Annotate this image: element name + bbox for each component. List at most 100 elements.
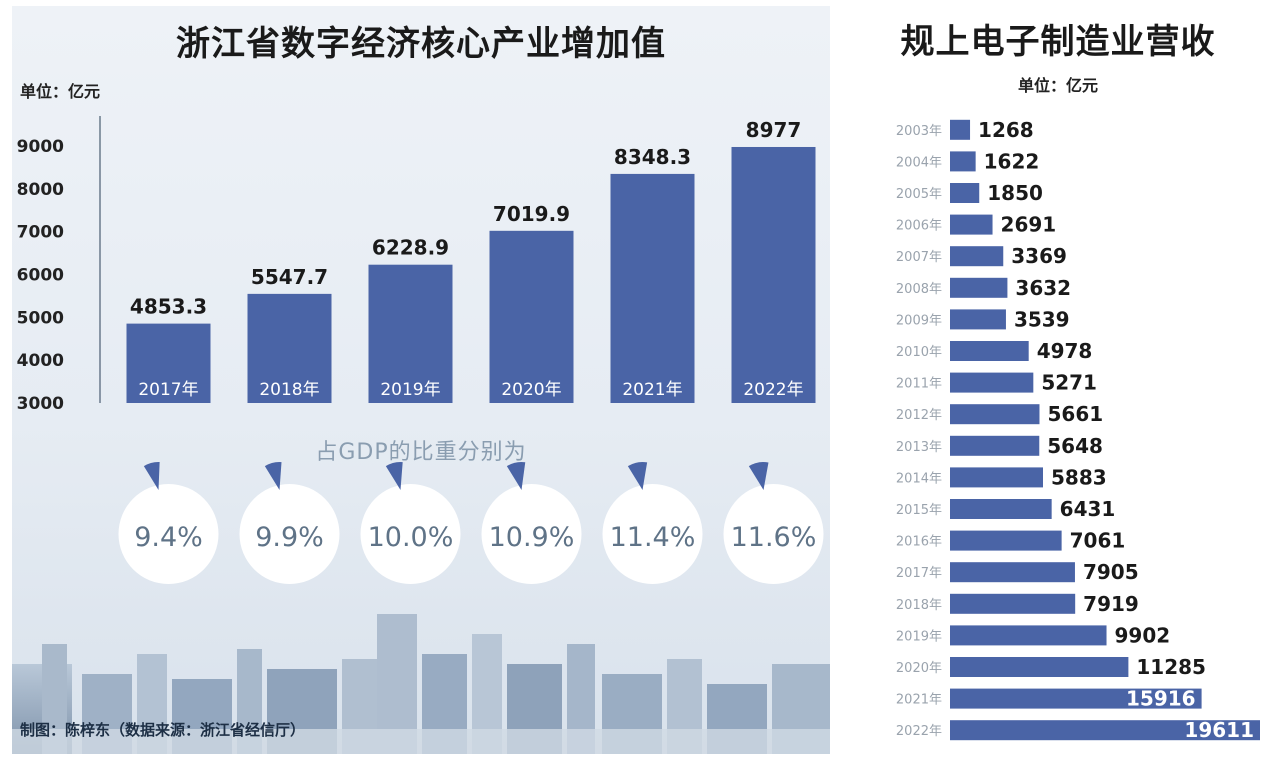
bar-value-label: 8977 bbox=[746, 118, 802, 142]
bar bbox=[950, 309, 1006, 330]
bar bbox=[950, 214, 993, 235]
bar bbox=[368, 264, 453, 403]
gdp-share-wedge bbox=[748, 462, 769, 490]
y-category-label: 2017年 bbox=[896, 566, 942, 581]
bar-value-label: 3369 bbox=[1011, 244, 1067, 268]
gdp-share-wedge bbox=[143, 462, 160, 490]
bar-value-label: 7061 bbox=[1070, 529, 1126, 553]
bar-value-label: 3539 bbox=[1014, 307, 1070, 331]
y-category-label: 2019年 bbox=[896, 629, 942, 644]
y-category-label: 2009年 bbox=[896, 313, 942, 328]
y-tick-label: 9000 bbox=[17, 137, 64, 157]
bar-value-label: 4978 bbox=[1037, 339, 1093, 363]
y-tick-label: 3000 bbox=[17, 394, 64, 414]
bar bbox=[950, 277, 1008, 298]
gdp-share-wedge bbox=[385, 461, 403, 490]
bar-value-label: 1268 bbox=[978, 118, 1034, 142]
bar-value-label: 3632 bbox=[1015, 276, 1071, 300]
bar bbox=[950, 246, 1004, 267]
horizontal-bar-chart: 2003年 1268 2004年 1622 2005年 1850 2006年 2691 2007… bbox=[896, 118, 1260, 742]
bar-value-label: 5547.7 bbox=[251, 265, 328, 289]
gdp-share-caption: 占GDP的比重分别为 bbox=[315, 440, 527, 465]
bar bbox=[950, 183, 980, 203]
gdp-share-wedge bbox=[627, 462, 648, 490]
bar-chart: 3000 4000 5000 6000 7000 8000 9000 4853.3 2017年 9… bbox=[17, 116, 824, 584]
y-tick-label: 5000 bbox=[17, 308, 64, 328]
y-tick-label: 4000 bbox=[17, 351, 64, 371]
gdp-share-circle bbox=[602, 484, 703, 584]
source-credit: 制图：陈梓东（数据来源：浙江省经信厅） bbox=[20, 721, 306, 739]
gdp-share-label: 10.0% bbox=[368, 522, 454, 553]
bar-value-label: 15916 bbox=[1126, 687, 1196, 711]
chart-title: 浙江省数字经济核心产业增加值 bbox=[176, 24, 666, 64]
y-category-label: 2021年 bbox=[896, 693, 942, 708]
y-tick-label: 8000 bbox=[17, 180, 64, 200]
y-tick-label: 7000 bbox=[17, 223, 64, 243]
x-tick-label: 2022年 bbox=[743, 380, 803, 400]
y-category-label: 2008年 bbox=[896, 282, 942, 297]
unit-label: 单位：亿元 bbox=[20, 82, 101, 101]
bar-value-label: 19611 bbox=[1184, 718, 1254, 742]
bar bbox=[950, 151, 976, 172]
gdp-share-circle bbox=[118, 484, 219, 584]
bar-value-label: 2691 bbox=[1001, 213, 1057, 237]
y-category-label: 2005年 bbox=[896, 187, 942, 202]
bar bbox=[489, 230, 574, 403]
bar-value-label: 5271 bbox=[1041, 371, 1097, 395]
bar bbox=[950, 720, 1260, 741]
right-chart-title: 规上电子制造业营收 bbox=[900, 22, 1216, 62]
y-category-label: 2015年 bbox=[896, 503, 942, 518]
gdp-share-label: 11.6% bbox=[731, 522, 817, 553]
bar-value-label: 1850 bbox=[987, 181, 1043, 205]
bar bbox=[950, 593, 1076, 614]
y-category-label: 2020年 bbox=[896, 661, 942, 676]
y-category-label: 2010年 bbox=[896, 345, 942, 360]
bar-value-label: 5661 bbox=[1047, 402, 1103, 426]
gdp-share-circle bbox=[723, 484, 824, 584]
x-tick-label: 2021年 bbox=[622, 380, 682, 400]
bar-value-label: 5883 bbox=[1051, 465, 1107, 489]
bar bbox=[950, 657, 1129, 677]
bar bbox=[950, 341, 1029, 361]
x-tick-label: 2018年 bbox=[259, 380, 319, 400]
gdp-share-wedge bbox=[506, 462, 526, 490]
gdp-share-circle bbox=[360, 484, 461, 584]
bar bbox=[950, 688, 1202, 709]
x-tick-label: 2019年 bbox=[380, 380, 440, 400]
y-category-label: 2018年 bbox=[896, 598, 942, 613]
gdp-share-circle bbox=[239, 484, 340, 584]
bar bbox=[950, 372, 1034, 393]
bar bbox=[950, 625, 1107, 646]
y-tick-label: 6000 bbox=[17, 266, 64, 286]
bar bbox=[950, 562, 1075, 583]
bar-value-label: 7919 bbox=[1083, 592, 1139, 616]
bar bbox=[950, 499, 1052, 519]
y-category-label: 2012年 bbox=[896, 408, 942, 423]
left-panel: 浙江省数字经济核心产业增加值 单位：亿元 3000 4000 5000 6000 700… bbox=[12, 6, 830, 754]
bar bbox=[126, 323, 211, 403]
gdp-share-label: 9.4% bbox=[134, 522, 203, 553]
gdp-share-label: 10.9% bbox=[489, 522, 575, 553]
bar bbox=[950, 467, 1043, 488]
gdp-share-wedge bbox=[264, 461, 282, 490]
x-tick-label: 2020年 bbox=[501, 380, 561, 400]
bar-value-label: 6228.9 bbox=[372, 236, 449, 260]
y-category-label: 2004年 bbox=[896, 155, 942, 170]
y-category-label: 2007年 bbox=[896, 250, 942, 265]
bar bbox=[950, 435, 1040, 456]
city-skyline-image bbox=[12, 614, 830, 754]
bar bbox=[950, 119, 971, 140]
y-category-label: 2014年 bbox=[896, 471, 942, 486]
y-category-label: 2022年 bbox=[896, 724, 942, 739]
right-unit-label: 单位：亿元 bbox=[1017, 76, 1098, 95]
x-tick-label: 2017年 bbox=[138, 380, 198, 400]
bar-value-label: 7019.9 bbox=[493, 202, 570, 226]
bar-value-label: 1622 bbox=[984, 149, 1040, 173]
bar-value-label: 9902 bbox=[1115, 623, 1171, 647]
y-category-label: 2013年 bbox=[896, 440, 942, 455]
bar bbox=[950, 530, 1062, 551]
bar-value-label: 7905 bbox=[1083, 560, 1139, 584]
gdp-share-circle bbox=[481, 484, 582, 584]
bar bbox=[731, 146, 816, 403]
bar bbox=[610, 173, 695, 403]
